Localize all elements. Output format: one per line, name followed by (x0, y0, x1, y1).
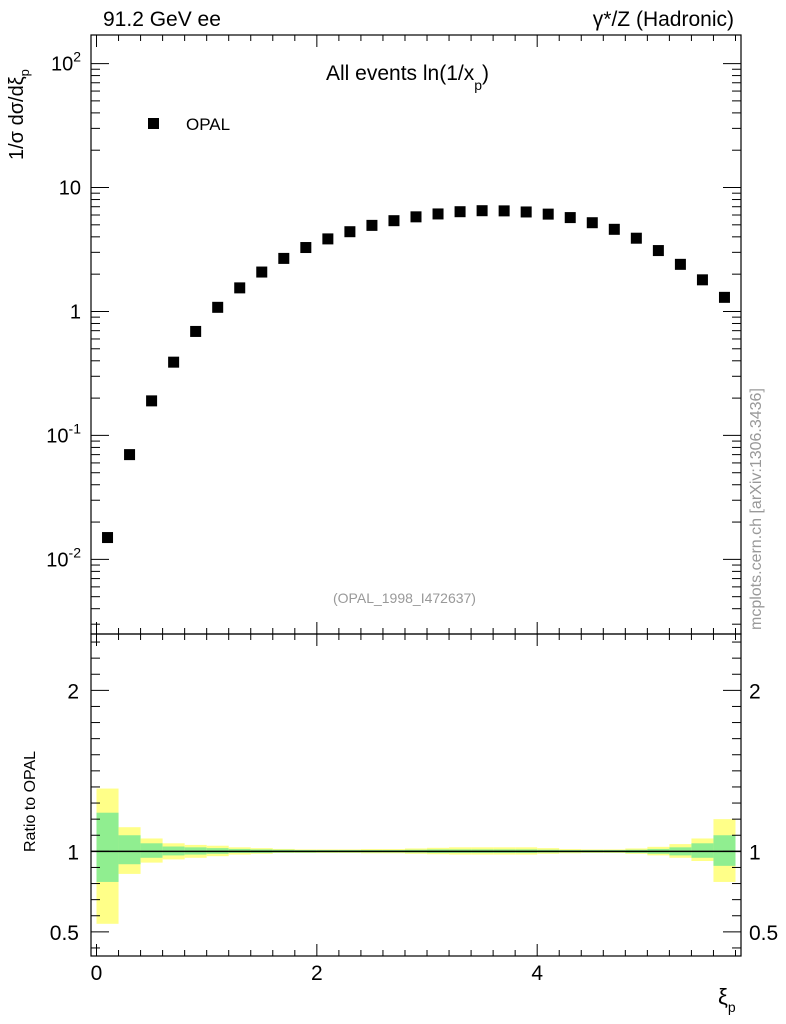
ratio-y-tick-label-right: 2 (749, 680, 761, 703)
data-point (300, 242, 312, 254)
legend-marker (148, 118, 159, 129)
main-y-axis-label: 1/σ dσ/dξp (6, 69, 32, 160)
y-tick-label: 10-1 (46, 420, 81, 447)
data-point (564, 212, 576, 224)
data-point (520, 206, 532, 218)
data-point (454, 206, 466, 218)
data-point (586, 217, 598, 229)
y-tick-label: 10-2 (46, 544, 81, 571)
ratio-y-tick-label: 1 (67, 841, 79, 864)
chart-title-subscript: p (474, 77, 483, 93)
header-left: 91.2 GeV ee (103, 8, 221, 31)
data-point (234, 282, 246, 294)
source-credit: mcplots.cern.ch [arXiv:1306.3436] (748, 388, 765, 630)
data-point (102, 532, 114, 544)
header-right: γ*/Z (Hadronic) (592, 8, 734, 31)
data-point (256, 266, 268, 278)
x-tick-label: 2 (311, 962, 323, 985)
inner-band-bin (96, 812, 119, 882)
analysis-annotation: (OPAL_1998_I472637) (333, 590, 476, 606)
main-y-axis-label-text: 1/σ dσ/dξ (6, 76, 28, 160)
ratio-frame (90, 633, 742, 957)
inner-band-bin (713, 835, 736, 866)
inner-band-bin (691, 843, 714, 858)
data-point (124, 449, 136, 461)
y-tick-label: 10 (59, 178, 81, 200)
chart-title-suffix: ) (482, 62, 490, 85)
data-point (630, 232, 642, 244)
chart-title: All events ln(1/xp) (326, 62, 490, 93)
data-point (476, 205, 488, 217)
main-y-axis-label-subscript: p (17, 69, 32, 77)
chart-title-main: All events ln(1/x (326, 62, 475, 85)
data-point (278, 252, 290, 264)
data-point (652, 245, 664, 257)
ratio-y-tick-label-right: 1 (749, 841, 761, 864)
data-point (432, 208, 444, 220)
data-point (146, 395, 158, 407)
x-axis-label: ξp (718, 984, 736, 1015)
x-tick-label: 4 (531, 962, 543, 985)
data-point (322, 233, 334, 245)
data-point (190, 325, 202, 337)
x-axis-label-subscript: p (727, 999, 736, 1015)
ratio-y-axis-label: Ratio to OPAL (22, 750, 39, 852)
ratio-y-tick-label: 2 (67, 680, 79, 703)
y-tick-label: 1 (70, 301, 81, 323)
y-tick-label: 102 (51, 49, 81, 76)
data-point (168, 356, 180, 368)
data-point (696, 274, 708, 286)
x-axis-label-text: ξ (718, 984, 728, 1009)
x-tick-label: 0 (91, 962, 103, 985)
data-point (212, 301, 224, 313)
ratio-y-tick-label-right: 0.5 (749, 922, 778, 945)
inner-band-bin (118, 835, 141, 865)
data-point (674, 258, 686, 270)
data-point (498, 205, 510, 217)
data-point (542, 208, 554, 220)
ratio-y-tick-label: 0.5 (50, 922, 79, 945)
data-point (366, 219, 378, 231)
data-point (718, 291, 730, 303)
data-point (388, 215, 400, 227)
inner-band-bin (140, 843, 163, 858)
data-point (608, 223, 620, 235)
main-panel: 10-2 10-1 1 10 102 (46, 34, 742, 646)
data-point (344, 226, 356, 238)
data-point (410, 211, 422, 223)
ratio-panel: 0 2 4 0.5 0.5 1 1 2 2 (50, 633, 778, 985)
legend-label: OPAL (186, 115, 231, 134)
